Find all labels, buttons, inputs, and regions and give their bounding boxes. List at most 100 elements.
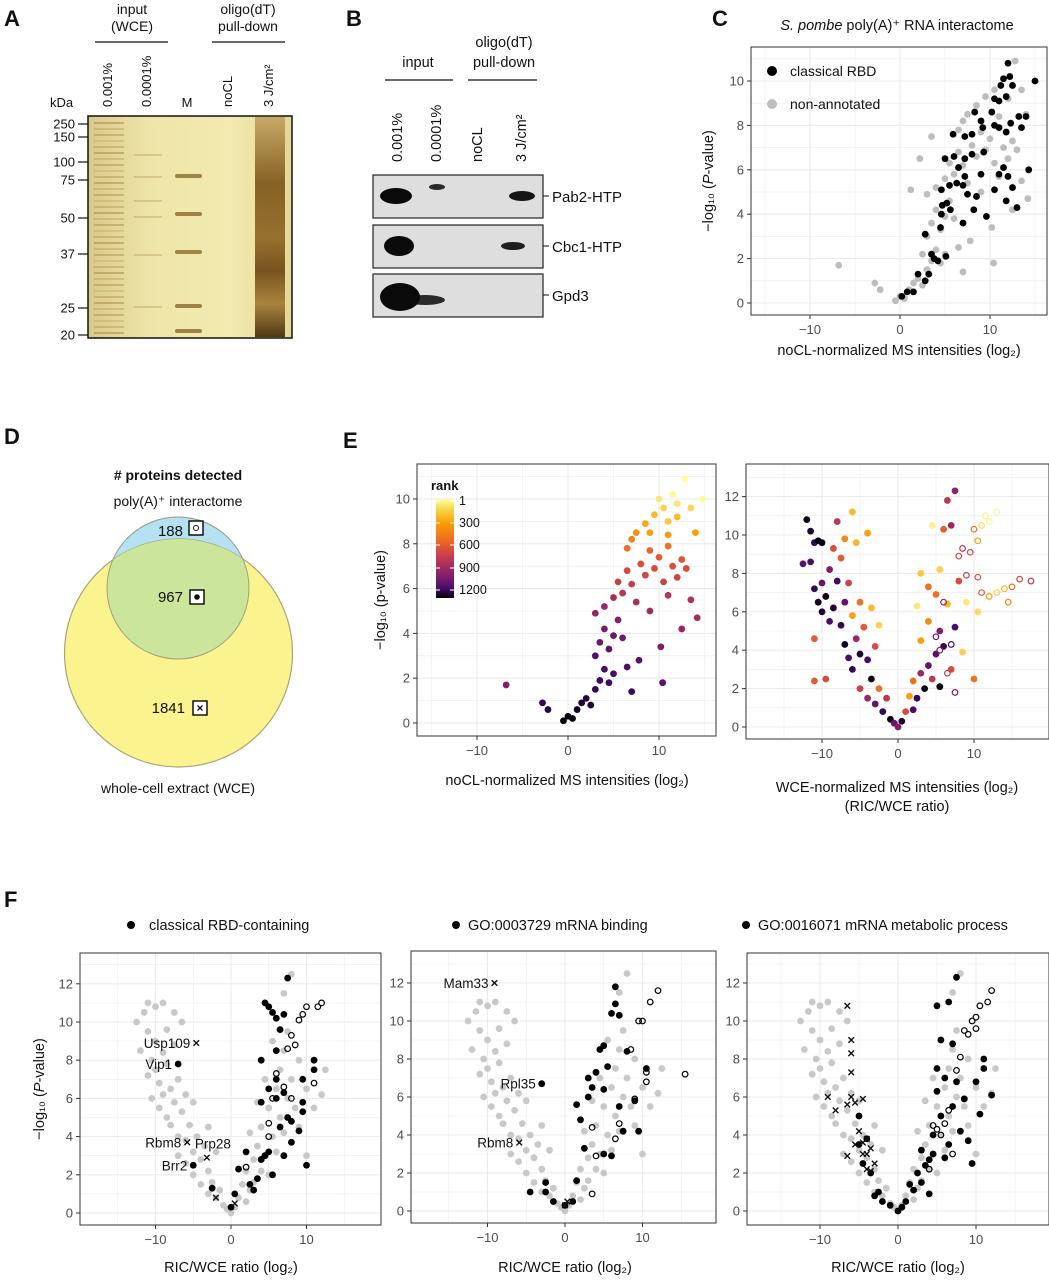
gel-band — [94, 314, 124, 316]
point-rank-open — [978, 589, 985, 596]
point-rank-filled — [917, 669, 925, 677]
point-classical-rbd — [942, 252, 950, 260]
point-annotated — [608, 1152, 615, 1160]
point-background — [592, 1165, 600, 1173]
point-rank-filled — [955, 577, 963, 585]
point-annotated — [600, 1042, 608, 1050]
point-classical-rbd — [925, 270, 933, 278]
point-interactome-only — [642, 1078, 650, 1086]
point-rank-open — [940, 598, 947, 606]
point-rank-filled — [856, 598, 864, 606]
point-rank-open — [985, 518, 993, 525]
y-tick-label: 2 — [397, 1166, 404, 1181]
point-annotated — [615, 1103, 623, 1110]
point-rank-filled — [940, 642, 947, 650]
gel-marker-label: 20 — [61, 328, 75, 343]
point-classical-rbd — [947, 206, 954, 214]
point-background — [600, 1169, 608, 1177]
gel-lane-label: 0.0001% — [139, 55, 154, 107]
point-background — [503, 1040, 511, 1048]
point-rank — [655, 495, 663, 503]
point-rank-filled — [845, 654, 852, 662]
point-non-annotated — [928, 219, 935, 227]
point-rank — [578, 699, 586, 707]
point-background — [596, 1074, 604, 1082]
point-rank-open — [1016, 575, 1023, 583]
gel-marker-label: 250 — [53, 117, 75, 132]
point-rank-filled — [959, 648, 966, 656]
point-interactome-only — [953, 1066, 960, 1074]
point-wce-only — [847, 1050, 855, 1057]
point-non-annotated — [1024, 195, 1032, 203]
gel-band — [94, 146, 124, 148]
ylabel-part: -value) — [32, 1038, 48, 1082]
point-rank-open — [944, 669, 951, 677]
chart-f1: −10 0 10 0 2 4 6 8 10 12 Usp109 Vip1 Rbm8 Prp28 Brr2 — [59, 952, 382, 1247]
point-rank-filled — [830, 545, 837, 552]
point-rank-filled — [944, 600, 951, 608]
point-rank-filled — [913, 694, 921, 702]
point-background — [159, 1091, 167, 1098]
point-rank — [623, 663, 631, 671]
point-rank-open — [1001, 585, 1008, 593]
point-background — [144, 999, 152, 1007]
point-rank-filled — [803, 516, 811, 524]
plot-background — [411, 951, 716, 1223]
point-background — [257, 1123, 265, 1131]
point-rank — [502, 681, 510, 689]
point-non-annotated — [876, 286, 884, 294]
western-header-pulldown: oligo(dT) — [475, 35, 532, 51]
point-background — [174, 1152, 182, 1160]
point-non-annotated — [990, 259, 997, 267]
point-background — [530, 1179, 538, 1186]
venn-title: # proteins detected — [114, 467, 242, 483]
point-background — [137, 1047, 144, 1055]
point-interactome-only — [964, 1030, 972, 1038]
point-classical-rbd — [961, 133, 969, 140]
point-rank — [601, 625, 608, 633]
point-annotated — [902, 1198, 910, 1205]
point-rank-filled — [936, 627, 944, 635]
point-rank — [673, 574, 681, 581]
point-rank-filled — [849, 666, 856, 673]
point-classical-rbd — [988, 108, 996, 116]
point-background — [577, 1165, 584, 1173]
point-background — [910, 1196, 917, 1203]
point-annotated — [988, 1091, 995, 1099]
point-background — [503, 1097, 511, 1105]
x-tick-label: 0 — [561, 1230, 568, 1245]
point-background — [487, 1103, 495, 1110]
point-background — [152, 1003, 159, 1011]
point-rank-filled — [864, 529, 871, 537]
point-non-annotated — [964, 110, 971, 118]
point-annotated — [600, 1086, 608, 1093]
point-background — [945, 1065, 953, 1072]
point-annotated — [265, 1148, 273, 1156]
gel-marker-label: 25 — [61, 301, 75, 316]
gel-band — [94, 194, 124, 196]
point-non-annotated — [986, 135, 994, 143]
point-annotated — [964, 1137, 972, 1145]
gel-header-input-sub: (WCE) — [111, 18, 153, 34]
point-background — [480, 1055, 488, 1063]
point-background — [611, 1112, 619, 1120]
gel-marker-label: 100 — [53, 155, 75, 170]
point-background — [623, 1074, 631, 1082]
venn-top-label: poly(A)⁺ interactome — [114, 493, 243, 509]
y-tick-label: 6 — [66, 1091, 73, 1106]
point-background — [816, 1036, 824, 1044]
point-classical-rbd — [979, 124, 987, 132]
point-background — [631, 1122, 639, 1129]
western-lane-label: 0.0001% — [429, 105, 445, 162]
point-background — [530, 1154, 538, 1162]
point-background — [949, 1046, 956, 1053]
point-background — [522, 1146, 530, 1154]
point-background — [639, 1084, 646, 1091]
point-background — [250, 1156, 258, 1163]
point-rank-filled — [837, 554, 845, 562]
point-annotated — [631, 1097, 639, 1105]
x-tick-label: 10 — [983, 322, 997, 337]
point-interactome-only — [288, 1094, 295, 1102]
point-background — [879, 1146, 886, 1154]
